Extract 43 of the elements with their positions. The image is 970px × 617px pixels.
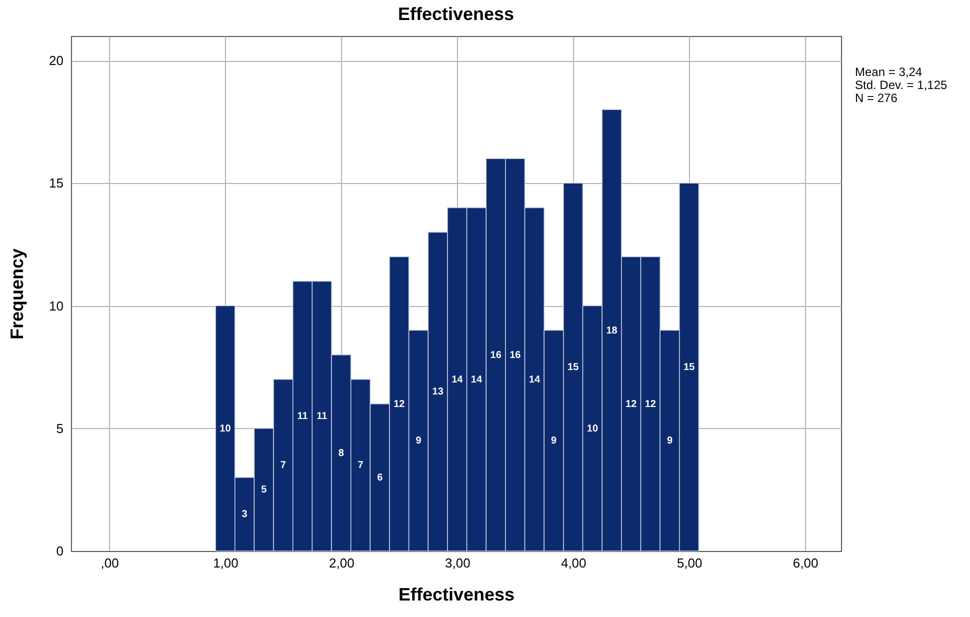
y-tick-label: 10: [49, 298, 64, 314]
data-label: 14: [470, 374, 482, 386]
data-label: 18: [606, 325, 618, 336]
data-label: 16: [510, 350, 522, 361]
data-label: 11: [297, 411, 308, 422]
data-label: 9: [416, 436, 422, 447]
data-label: 8: [338, 448, 344, 459]
x-tick-label: 1,00: [213, 556, 238, 570]
text: Std. Dev. = 1,125: [855, 78, 948, 92]
x-tick-label: 3,00: [445, 556, 470, 570]
data-label: 15: [684, 362, 696, 374]
data-label: 7: [358, 460, 364, 472]
x-tick-label: 6,00: [792, 556, 818, 570]
data-label: 14: [528, 374, 540, 386]
data-label: 10: [586, 423, 598, 434]
y-axis-title: Frequency: [7, 248, 28, 340]
data-label: 6: [377, 472, 384, 484]
x-tick-label: ,00: [100, 556, 119, 570]
data-label: 9: [666, 436, 673, 447]
data-label: 11: [316, 411, 328, 422]
y-tick-label: 0: [56, 544, 64, 558]
data-label: 16: [490, 350, 502, 361]
y-tick-label: 20: [49, 53, 64, 68]
data-label: 13: [432, 386, 444, 398]
data-label: 12: [394, 398, 406, 410]
x-tick-label: 2,00: [329, 556, 354, 570]
x-axis-title: Effectiveness: [398, 584, 515, 604]
y-tick-label: 15: [49, 176, 64, 191]
data-label: 15: [568, 362, 580, 374]
text: Mean = 3,24: [855, 65, 924, 79]
data-label: 3: [242, 509, 248, 520]
data-label: 14: [452, 374, 464, 386]
x-tick-label: 4,00: [560, 556, 586, 570]
chart-title: Effectiveness: [398, 4, 514, 24]
y-tick-label: 5: [56, 420, 64, 436]
x-tick-label: 5,00: [676, 556, 702, 570]
data-label: 5: [261, 484, 268, 496]
data-label: 10: [220, 423, 232, 434]
text: N = 276: [855, 91, 898, 105]
data-label: 7: [280, 460, 286, 472]
data-label: 12: [644, 398, 656, 410]
data-label: 9: [551, 436, 558, 447]
data-label: 12: [626, 398, 638, 410]
